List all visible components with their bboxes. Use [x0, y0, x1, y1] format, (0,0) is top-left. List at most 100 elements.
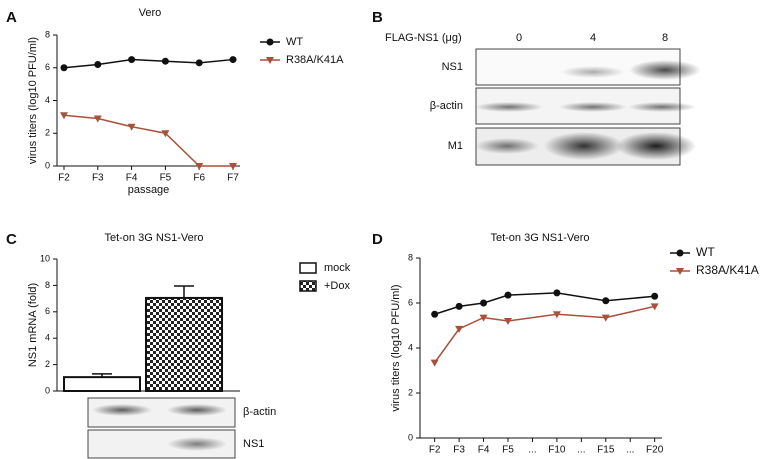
chart-title: Tet-on 3G NS1-Vero	[104, 232, 203, 244]
point	[128, 56, 136, 64]
x-axis-label: passage	[520, 456, 562, 459]
series-line	[434, 292, 655, 315]
x-axis-label: passage	[128, 184, 170, 196]
y-tick-label: 0	[45, 385, 50, 395]
y-tick-label: 6	[408, 297, 413, 307]
point	[195, 163, 204, 170]
point	[455, 302, 463, 310]
legend-marker	[676, 268, 684, 275]
x-tick-label: ...	[626, 445, 634, 456]
legend-label: R38A/K41A	[286, 54, 344, 66]
point	[229, 56, 237, 64]
series-line	[63, 114, 233, 167]
axis	[56, 35, 240, 167]
y-tick-label: 0	[408, 432, 413, 442]
x-tick-label: F3	[453, 445, 465, 456]
y-axis-label: virus titers (log10 PFU/ml)	[27, 37, 39, 164]
y-tick-label: 4	[408, 342, 413, 352]
point	[93, 115, 102, 123]
y-tick-label: 2	[45, 128, 50, 138]
point	[479, 314, 488, 322]
legend-swatch	[299, 280, 317, 292]
point	[60, 112, 68, 120]
point	[650, 303, 659, 311]
point	[229, 163, 237, 170]
x-tick-label: F3	[92, 173, 104, 184]
x-tick-label: F2	[58, 173, 70, 184]
y-tick-label: 8	[45, 280, 50, 290]
panel-label: A	[6, 9, 17, 26]
x-tick-label: F2	[429, 445, 441, 456]
blot-b	[475, 48, 701, 166]
point	[195, 59, 203, 67]
y-tick-label: 2	[45, 359, 50, 369]
bar	[63, 376, 141, 393]
point	[504, 318, 512, 325]
y-axis-label: virus titers (log10 PFU/ml)	[390, 284, 402, 411]
chart-title: Vero	[139, 7, 162, 19]
series-line	[434, 305, 655, 364]
x-tick-label: F10	[548, 445, 566, 456]
legend-marker	[676, 249, 684, 257]
x-tick-label: F15	[597, 445, 615, 456]
y-tick-label: 6	[45, 62, 50, 72]
point	[504, 291, 512, 299]
point	[94, 60, 102, 68]
row-label: M1	[448, 140, 463, 152]
y-tick-label: 8	[45, 29, 50, 39]
row-label: NS1	[243, 438, 264, 450]
x-tick-label: F5	[502, 445, 514, 456]
point	[161, 57, 169, 65]
y-tick-label: 8	[408, 252, 413, 262]
series-line	[63, 58, 234, 69]
y-axis-label: NS1 mRNA (fold)	[27, 283, 39, 367]
legend-label: WT	[696, 245, 715, 259]
x-tick-label: F6	[193, 173, 205, 184]
x-tick-label: F5	[160, 173, 172, 184]
y-tick-label: 0	[45, 160, 50, 170]
x-tick-label: F7	[227, 173, 239, 184]
panel-label: D	[372, 231, 383, 248]
point	[60, 64, 68, 72]
y-tick-label: 6	[45, 306, 50, 316]
legend-marker	[266, 38, 274, 46]
y-tick-label: 4	[45, 95, 50, 105]
y-tick-label: 4	[45, 333, 50, 343]
lane-label: 8	[662, 32, 668, 44]
point	[430, 359, 439, 367]
legend-label: mock	[324, 262, 351, 274]
blot-c	[87, 397, 236, 459]
bar	[145, 296, 223, 392]
point	[552, 311, 561, 319]
lane-label: 0	[516, 32, 522, 44]
y-tick-label: 10	[40, 253, 50, 263]
point	[553, 289, 561, 297]
x-tick-label: ...	[528, 445, 536, 456]
point	[480, 299, 488, 307]
point	[431, 310, 439, 318]
point	[127, 123, 136, 131]
row-label: β-actin	[430, 100, 463, 112]
axis	[419, 258, 662, 439]
row-label: β-actin	[243, 406, 276, 418]
point	[601, 314, 610, 322]
legend-marker	[266, 57, 274, 64]
x-tick-label: ...	[577, 445, 585, 456]
point	[651, 292, 659, 300]
panel-label: B	[372, 9, 383, 26]
legend-swatch	[299, 262, 317, 274]
legend-label: WT	[286, 36, 303, 48]
x-tick-label: F20	[646, 445, 664, 456]
y-tick-label: 2	[408, 387, 413, 397]
legend-label: R38A/K41A	[696, 263, 759, 277]
legend-label: +Dox	[324, 280, 350, 292]
row-label: NS1	[442, 61, 463, 73]
panel-label: C	[6, 231, 17, 248]
dose-label: FLAG-NS1 (μg)	[385, 32, 462, 44]
x-tick-label: F4	[126, 173, 138, 184]
lane-label: 4	[590, 32, 596, 44]
point	[602, 297, 610, 305]
x-tick-label: F4	[478, 445, 490, 456]
point	[455, 325, 464, 333]
